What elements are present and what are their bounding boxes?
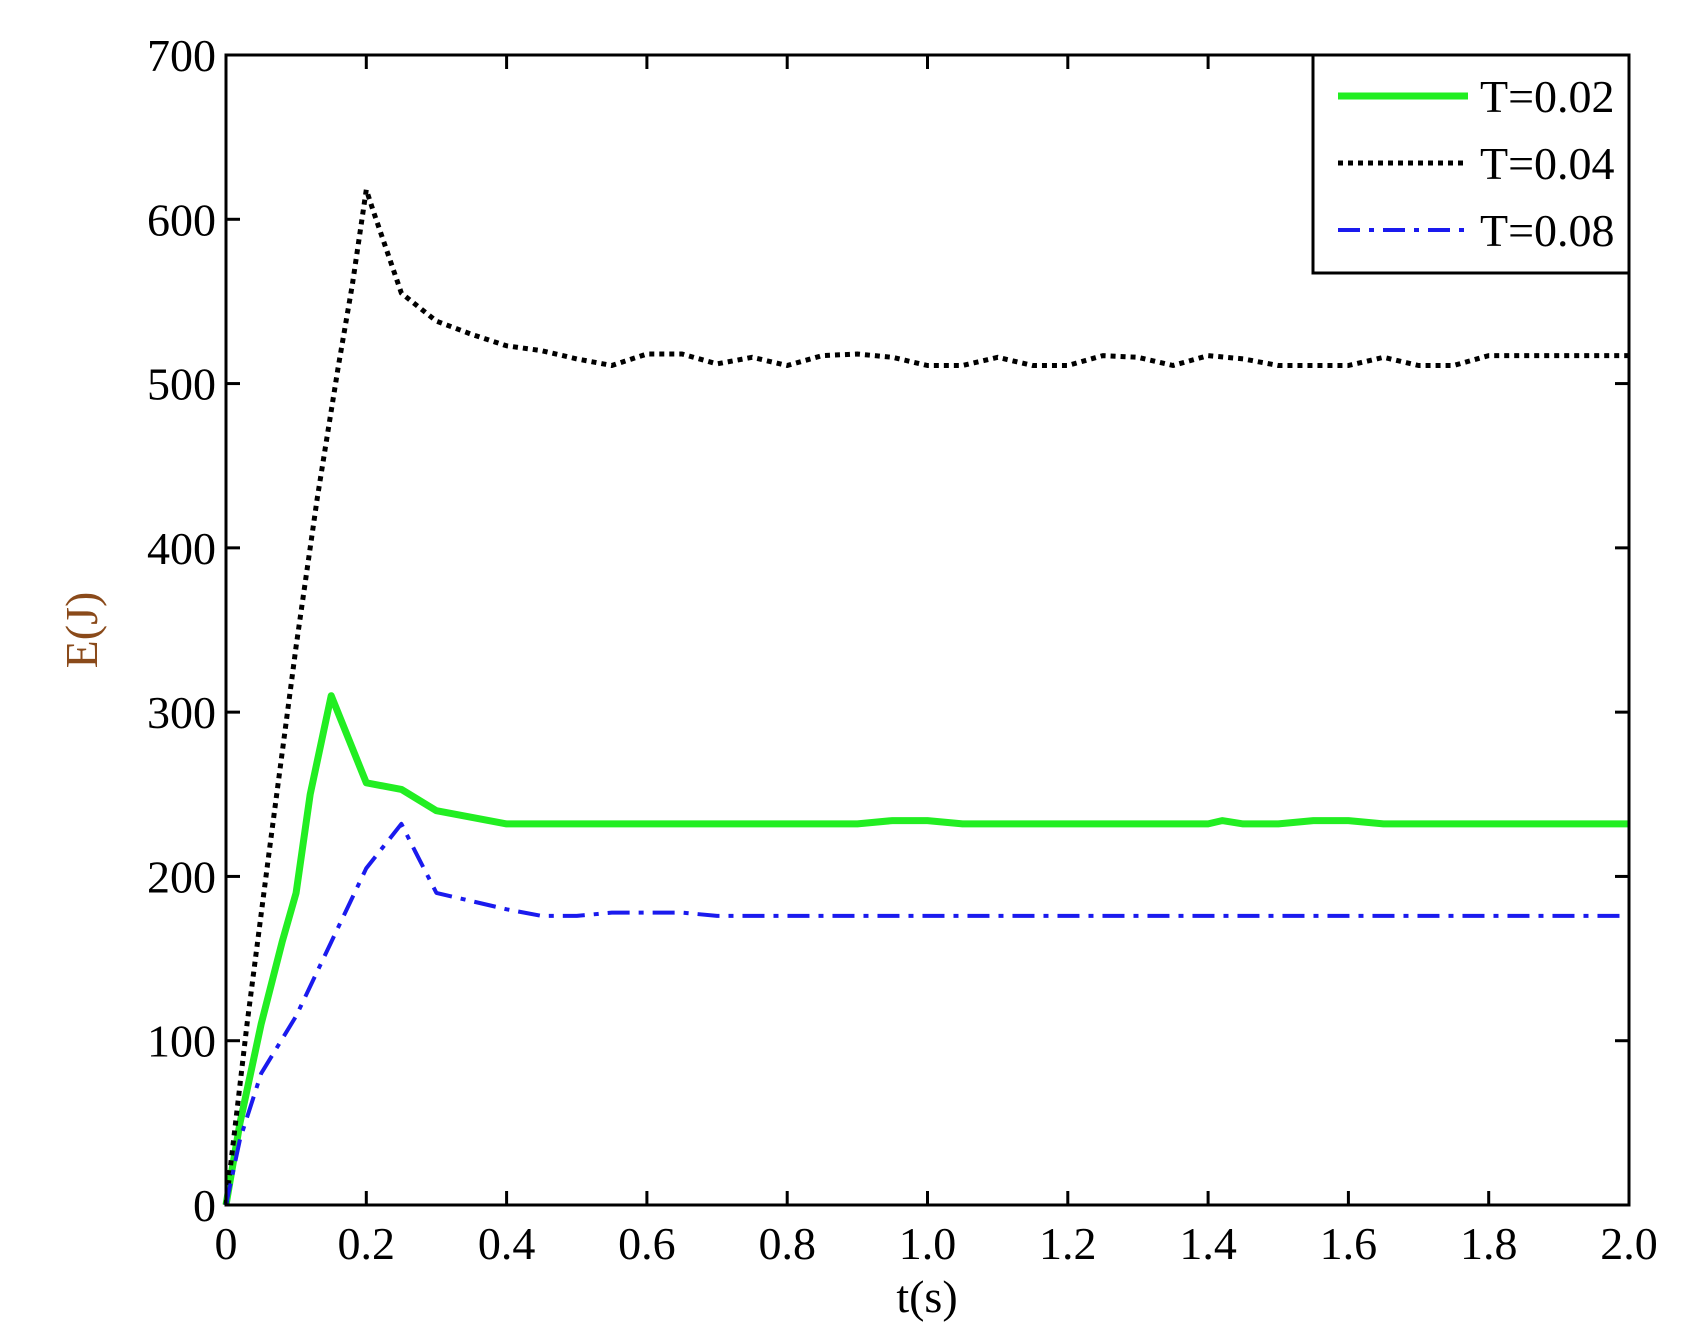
series-line-t-0-08 (224, 821, 1629, 1206)
series-line-t-0-04 (223, 187, 1629, 1206)
legend-label-t004: T=0.04 (1480, 138, 1615, 189)
tick-labels-layer: 0 0.2 0.4 0.6 0.8 1.0 1.2 1.4 1.6 1.8 2.0 0 100 200 30… (147, 30, 1658, 1269)
plot-frame (224, 53, 1631, 1207)
legend-box (1311, 53, 1631, 275)
legend-label-t002: T=0.02 (1480, 71, 1615, 122)
x-tick-label: 2.0 (1600, 1218, 1658, 1269)
x-tick-label: 1.6 (1320, 1218, 1378, 1269)
x-tick-label: 0.8 (758, 1218, 816, 1269)
x-tick-label: 1.2 (1039, 1218, 1097, 1269)
y-tick-label: 500 (147, 359, 216, 410)
y-tick-label: 300 (147, 687, 216, 738)
x-tick-label: 0.6 (618, 1218, 676, 1269)
x-tick-label: 1.4 (1179, 1218, 1237, 1269)
x-axis-label: t(s) (896, 1271, 957, 1322)
y-tick-label: 100 (147, 1016, 216, 1067)
y-tick-label: 400 (147, 523, 216, 574)
y-tick-label: 700 (147, 30, 216, 81)
x-tick-label: 0.4 (478, 1218, 536, 1269)
y-tick-label: 200 (147, 851, 216, 902)
x-tick-label: 0.2 (338, 1218, 396, 1269)
x-tick-label: 0 (215, 1218, 238, 1269)
series-layer (222, 187, 1629, 1206)
x-tick-label: 1.0 (899, 1218, 957, 1269)
y-tick-label: 600 (147, 194, 216, 245)
legend-label-t008: T=0.08 (1480, 205, 1615, 256)
series-line-t-0-02 (222, 692, 1629, 1206)
y-tick-label: 0 (193, 1180, 216, 1231)
y-axis-label: E(J) (56, 592, 107, 669)
legend: T=0.02 T=0.04 T=0.08 (1311, 53, 1631, 275)
x-tick-label: 1.8 (1460, 1218, 1518, 1269)
